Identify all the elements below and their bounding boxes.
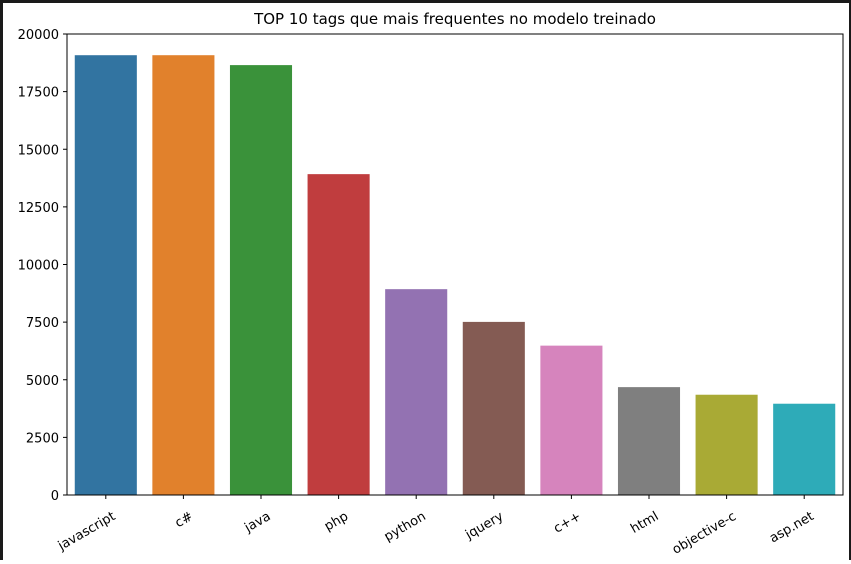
chart-canvas: TOP 10 tags que mais frequentes no model… [3, 3, 849, 560]
y-tick-label: 20000 [18, 28, 59, 43]
x-tick-label: jquery [462, 509, 506, 543]
bar-jquery [462, 321, 525, 495]
bar-c++ [540, 345, 603, 495]
bar-php [307, 174, 370, 496]
bar-c# [152, 55, 215, 496]
x-tick-label: java [241, 509, 273, 536]
y-tick-label: 7500 [26, 316, 59, 331]
bars-group [74, 55, 836, 496]
bar-chart: TOP 10 tags que mais frequentes no model… [18, 10, 844, 558]
bar-asp.net [773, 403, 836, 495]
bar-objective-c [695, 394, 758, 495]
x-tick-label: python [382, 509, 429, 545]
x-tick-label: c++ [551, 509, 584, 536]
x-tick-label: objective-c [670, 509, 739, 558]
y-tick-label: 12500 [18, 201, 59, 216]
y-axis: 0 2500 5000 7500 10000 12500 15000 17500 20000 [18, 28, 67, 504]
bar-html [617, 387, 681, 495]
bar-python [385, 289, 448, 495]
y-tick-label: 0 [51, 489, 59, 504]
x-tick-label: javascript [55, 509, 118, 554]
bar-java [229, 65, 293, 496]
chart-title: TOP 10 tags que mais frequentes no model… [253, 10, 656, 28]
y-tick-label: 10000 [18, 259, 59, 274]
y-tick-label: 15000 [18, 143, 59, 158]
y-tick-label: 5000 [26, 374, 59, 389]
x-tick-label: php [322, 509, 351, 534]
x-tick-label: asp.net [767, 509, 816, 546]
bar-javascript [74, 55, 137, 496]
x-axis: javascript c# java php python jquery c++ html ob… [55, 495, 817, 558]
plot-area-frame [66, 33, 844, 496]
y-tick-label: 2500 [26, 431, 59, 446]
x-tick-label: html [628, 509, 661, 537]
x-tick-label: c# [173, 509, 196, 531]
y-tick-label: 17500 [18, 86, 59, 101]
